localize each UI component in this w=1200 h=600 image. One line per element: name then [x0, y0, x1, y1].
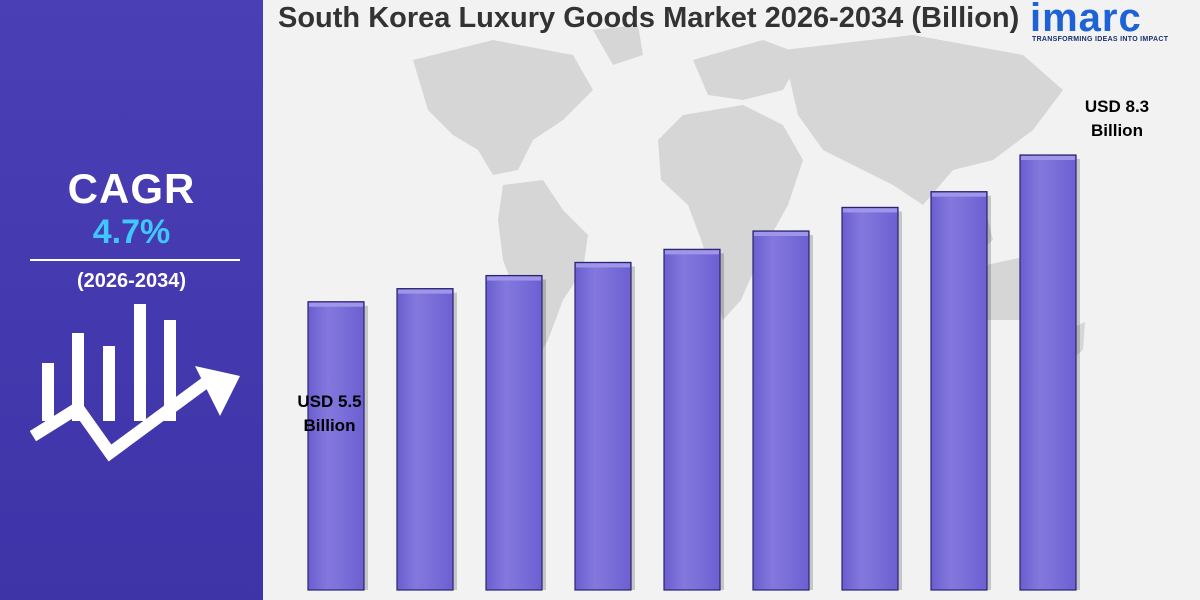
annotation-end-line2: Billion [1091, 121, 1143, 140]
bar-top-2029 [576, 263, 630, 268]
bar-top-2028 [487, 276, 541, 281]
bar-top-2026 [309, 302, 363, 307]
bar-2029 [574, 261, 632, 591]
bar-top-2030 [665, 250, 719, 255]
bar-chart [307, 154, 1080, 591]
bar-2030 [663, 248, 721, 591]
cagr-period: (2026-2034) [77, 270, 186, 292]
annotation-start-line1: USD 5.5 [297, 392, 362, 411]
bar-2034 [1019, 154, 1077, 591]
bar-top-2033 [932, 192, 986, 197]
cagr-divider [30, 259, 240, 261]
logo-tagline: TRANSFORMING IDEAS INTO IMPACT [1032, 36, 1169, 43]
cagr-value: 4.7% [92, 213, 171, 251]
logo-wordmark: imarc [1030, 0, 1142, 40]
cagr-panel: CAGR 4.7% (2026-2034) [0, 0, 263, 600]
cagr-label: CAGR [67, 165, 196, 212]
annotation-start-value: USD 5.5 Billion [282, 390, 377, 438]
growth-chart-icon [30, 304, 240, 462]
bar-top-2027 [398, 289, 452, 294]
annotation-end-value: USD 8.3 Billion [1072, 95, 1162, 143]
bar-top-2031 [754, 231, 808, 236]
bar-2032 [841, 206, 899, 591]
bar-top-2032 [843, 208, 897, 213]
chart-title: South Korea Luxury Goods Market 2026-203… [278, 2, 1020, 34]
bar-2028 [485, 274, 543, 591]
bar-2027 [396, 288, 454, 591]
bar-2033 [930, 191, 988, 591]
bar-2026 [307, 301, 365, 591]
annotation-end-line1: USD 8.3 [1084, 97, 1150, 116]
bar-2031 [752, 230, 810, 591]
annotation-start-line2: Billion [303, 416, 356, 435]
imarc-logo: imarc TRANSFORMING IDEAS INTO IMPACT [1030, 0, 1190, 48]
bar-top-2034 [1021, 156, 1075, 160]
